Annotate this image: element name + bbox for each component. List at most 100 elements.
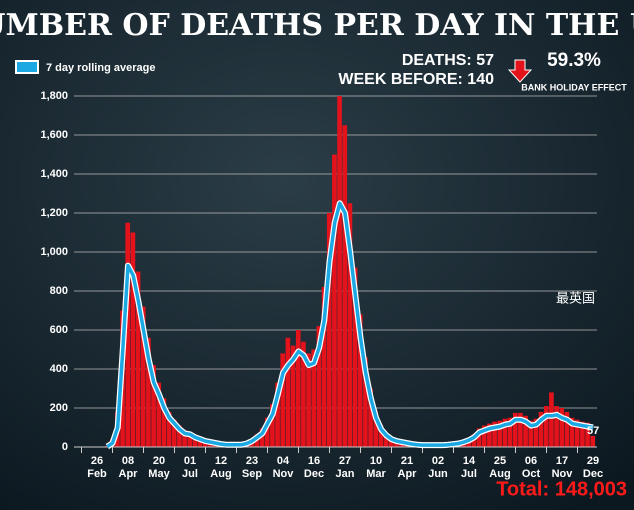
x-tick-label: 20 May (148, 455, 170, 480)
bar (476, 428, 482, 447)
bar (528, 420, 534, 447)
bar (135, 271, 141, 447)
bar (523, 415, 528, 447)
bar (146, 337, 151, 447)
bar (363, 357, 368, 447)
bar (373, 411, 379, 447)
y-tick-label: 1,600 (40, 129, 68, 141)
bar (321, 287, 327, 447)
week-before-label: WEEK BEFORE: 140 (338, 71, 494, 88)
x-tick-label: 10 Mar (366, 455, 386, 480)
y-tick-label: 0 (62, 441, 68, 453)
y-tick-label: 1,400 (40, 168, 68, 180)
bar (497, 420, 503, 447)
down-arrow (507, 59, 533, 83)
bar (311, 349, 317, 447)
bar (507, 417, 513, 447)
bar (130, 232, 136, 447)
x-tick-label: 23 Sep (242, 455, 262, 480)
x-tick-label: 21 Apr (398, 455, 418, 480)
bar (125, 222, 131, 447)
x-tick-label: 08 Apr (119, 455, 139, 480)
legend-swatch (15, 60, 39, 74)
bar (285, 337, 291, 447)
bar (171, 419, 177, 447)
bar (337, 96, 342, 447)
bar (187, 432, 193, 447)
bar (332, 154, 337, 447)
x-tick-label: 26 Feb (87, 455, 107, 480)
bar (316, 326, 322, 447)
y-tick-label: 600 (50, 324, 68, 336)
bar (192, 435, 198, 447)
bar (487, 423, 492, 447)
bar (280, 353, 286, 447)
bar (554, 406, 559, 447)
bar (492, 421, 497, 447)
total-label: Total: 148,003 (496, 478, 627, 500)
bar (306, 353, 311, 447)
bar (533, 418, 539, 447)
bar (378, 425, 384, 447)
x-tick-label: 02 Jun (428, 455, 448, 480)
bar (352, 267, 358, 447)
bar (569, 417, 575, 447)
bar (512, 412, 518, 447)
legend-label: 7 day rolling average (46, 62, 155, 74)
bar (585, 422, 590, 447)
bar (275, 382, 280, 447)
bar (538, 411, 544, 447)
last-value-label: 57 (587, 425, 599, 437)
bar (264, 417, 270, 447)
bar (156, 382, 162, 447)
bar (270, 404, 275, 447)
x-tick-label: 27 Jan (336, 455, 355, 480)
bar (161, 398, 167, 447)
y-tick-label: 1,800 (40, 90, 68, 102)
y-tick-label: 800 (50, 285, 68, 297)
bar (342, 125, 348, 447)
effect-label: BANK HOLIDAY EFFECT (521, 82, 627, 92)
bar (590, 435, 596, 447)
bar (388, 437, 394, 447)
bar (481, 425, 487, 447)
bar (182, 430, 187, 447)
bar (295, 330, 301, 447)
bar (166, 411, 172, 447)
bar (259, 428, 265, 447)
watermark: 最英国 (556, 290, 595, 305)
bar (543, 406, 549, 447)
bar (368, 388, 373, 447)
bar (549, 392, 554, 447)
x-tick-label: 04 Nov (273, 455, 295, 480)
bar (559, 408, 565, 447)
y-tick-label: 1,000 (40, 246, 68, 258)
bar (357, 314, 363, 447)
bar (580, 421, 585, 447)
x-tick-label: 25 Aug (489, 455, 510, 480)
bar (140, 306, 146, 447)
bar (574, 419, 580, 447)
bar (151, 365, 156, 447)
bar (502, 418, 508, 447)
bar (326, 213, 332, 447)
bar (518, 412, 523, 447)
x-tick-label: 14 Jul (461, 455, 477, 480)
x-tick-label: 01 Jul (182, 455, 198, 480)
x-tick-label: 16 Dec (304, 455, 324, 480)
bar (301, 341, 306, 447)
chart-title: NUMBER OF DEATHS PER DAY IN THE UK (0, 8, 634, 43)
bar (177, 425, 182, 447)
bar (383, 433, 389, 447)
y-tick-label: 200 (50, 402, 68, 414)
deaths-label: DEATHS: 57 (402, 52, 494, 69)
y-tick-label: 1,200 (40, 207, 68, 219)
x-tick-label: 29 Dec (583, 455, 603, 480)
percent-label: 59.3% (547, 50, 601, 71)
y-tick-label: 400 (50, 363, 68, 375)
line (106, 201, 594, 449)
bar (197, 437, 203, 447)
bar (290, 345, 296, 447)
x-tick-label: 06 Oct (522, 455, 541, 480)
